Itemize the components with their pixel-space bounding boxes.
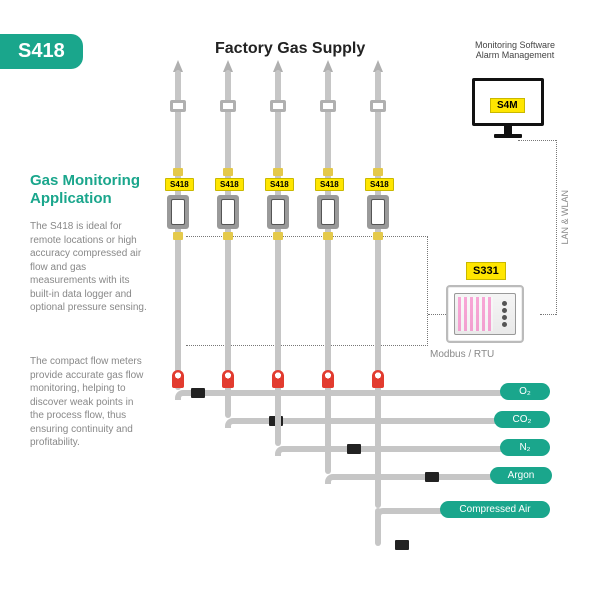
s331-panel-screen	[454, 293, 516, 335]
pipe-vertical	[375, 508, 381, 546]
pipe-coupling	[273, 168, 283, 176]
pipe-coupling	[223, 168, 233, 176]
gas-gauge	[322, 370, 334, 388]
inline-sensor	[425, 472, 439, 482]
monitor-stand-base	[494, 134, 522, 138]
pipe-ring	[170, 100, 186, 112]
pipe-vertical	[375, 70, 381, 508]
pipe-vertical	[175, 70, 181, 390]
flow-meter	[167, 195, 189, 229]
s4m-badge: S4M	[490, 98, 525, 113]
pipe-coupling	[273, 232, 283, 240]
lan-link-v1	[540, 314, 556, 315]
gas-pill-compressed-air: Compressed Air	[440, 501, 550, 518]
body-paragraph-1: The S418 is ideal for remote locations o…	[30, 220, 150, 315]
headline-line1: Gas Monitoring	[30, 172, 140, 189]
diagram-title: Factory Gas Supply	[215, 40, 365, 58]
s418-meter-tag: S418	[165, 178, 194, 191]
modbus-label: Modbus / RTU	[430, 349, 494, 360]
inline-sensor	[191, 388, 205, 398]
gas-pill-argon: Argon	[490, 467, 552, 484]
gas-gauge	[272, 370, 284, 388]
pipe-coupling	[223, 232, 233, 240]
s418-meter-tag: S418	[215, 178, 244, 191]
headline-line2: Application	[30, 190, 112, 207]
pipe-vertical	[225, 70, 231, 418]
monitor-stand-neck	[504, 126, 512, 134]
monitor-device: S4M	[472, 78, 544, 126]
s418-meter-tag: S418	[315, 178, 344, 191]
pipe-coupling	[323, 168, 333, 176]
flow-meter	[367, 195, 389, 229]
modbus-link-to-panel	[428, 314, 446, 315]
pipe-coupling	[173, 232, 183, 240]
pipe-horizontal	[331, 474, 506, 480]
gas-pill-o2: O₂	[500, 383, 550, 400]
pipe-ring	[320, 100, 336, 112]
monitor-caption-line2: Alarm Management	[476, 50, 555, 60]
product-badge: S418	[0, 34, 83, 69]
inline-sensor	[395, 540, 409, 550]
pipe-horizontal	[281, 446, 511, 452]
flow-meter	[267, 195, 289, 229]
section-headline: Gas Monitoring Application	[30, 172, 140, 208]
gas-pill-n2: N₂	[500, 439, 550, 456]
s418-meter-tag: S418	[265, 178, 294, 191]
s331-panel-buttons	[497, 300, 511, 328]
monitor-caption-line1: Monitoring Software	[475, 40, 555, 50]
modbus-bus	[186, 236, 428, 346]
pipe-ring	[220, 100, 236, 112]
lan-link-h	[518, 140, 556, 141]
lan-label: LAN & WLAN	[560, 190, 570, 245]
pipe-ring	[370, 100, 386, 112]
flow-meter	[317, 195, 339, 229]
pipe-vertical	[325, 70, 331, 474]
inline-sensor	[347, 444, 361, 454]
lan-link-v2	[556, 140, 557, 315]
pipe-ring	[270, 100, 286, 112]
s331-badge: S331	[466, 262, 506, 280]
gas-pill-co2: CO₂	[494, 411, 550, 428]
pipe-vertical	[275, 70, 281, 446]
gas-gauge	[222, 370, 234, 388]
s418-meter-tag: S418	[365, 178, 394, 191]
flow-meter	[217, 195, 239, 229]
gas-gauge	[372, 370, 384, 388]
s331-panel	[446, 285, 524, 343]
pipe-coupling	[323, 232, 333, 240]
monitor-caption: Monitoring Software Alarm Management	[455, 40, 575, 60]
body-paragraph-2: The compact flow meters provide accurate…	[30, 355, 150, 450]
pipe-coupling	[373, 168, 383, 176]
pipe-coupling	[373, 232, 383, 240]
pipe-coupling	[173, 168, 183, 176]
gas-gauge	[172, 370, 184, 388]
